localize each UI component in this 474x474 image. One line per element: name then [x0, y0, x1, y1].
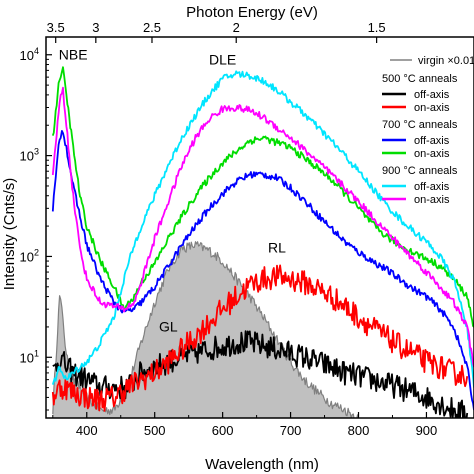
x-tick-label: 500: [144, 423, 166, 438]
y-tick-label: 103: [20, 147, 39, 164]
legend-virgin-label: virgin ×0.01: [418, 55, 474, 67]
x-axis-title: Wavelength (nm): [205, 456, 319, 473]
series-off500-line: [52, 330, 469, 418]
series-off700-line: [51, 130, 474, 411]
top-tick-label: 2.5: [143, 20, 161, 35]
top-tick-label: 3: [92, 20, 99, 35]
x-tick-label: 800: [348, 423, 370, 438]
annotation-layer: NBE DLE RL GL: [59, 46, 286, 334]
series-off900-line: [51, 70, 474, 388]
series-on700-line: [51, 66, 474, 328]
series-on900-line: [51, 86, 474, 368]
y-axis-title: Intensity (Cnts/s): [1, 178, 18, 291]
plot-area: [51, 66, 474, 418]
legend-entry-label: off-axis: [414, 89, 450, 101]
annotation-nbe: NBE: [59, 46, 88, 62]
legend-entry-label: on-axis: [414, 102, 450, 114]
plot-frame: [45, 36, 474, 419]
legend-entry-label: on-axis: [414, 148, 450, 160]
top-axis-title: Photon Energy (eV): [186, 4, 318, 21]
y-tick-label: 102: [20, 247, 39, 264]
y-tick-label: 101: [20, 348, 39, 365]
legend-entry-label: off-axis: [414, 181, 450, 193]
legend-group-title: 500 °C anneals: [382, 73, 458, 85]
top-tick-label: 2: [233, 20, 240, 35]
legend-group-title: 900 °C anneals: [382, 165, 458, 177]
x-tick-label: 600: [212, 423, 234, 438]
x-tick-label: 400: [76, 423, 98, 438]
axes: 400 500 600 700 800 900 3.5 3 2.5 2 1.5 101 102 103 10…: [20, 20, 474, 438]
annotation-dle: DLE: [209, 52, 236, 68]
series-virgin-line: [52, 241, 360, 418]
legend-group-title: 700 °C anneals: [382, 119, 458, 131]
y-tick-label: 104: [20, 46, 39, 63]
annotation-gl: GL: [159, 319, 178, 335]
x-tick-label: 700: [280, 423, 302, 438]
x-tick-label: 900: [416, 423, 438, 438]
series-on500-line: [51, 264, 469, 412]
top-tick-label: 3.5: [47, 20, 65, 35]
annotation-rl: RL: [268, 239, 286, 255]
legend-entry-label: on-axis: [414, 194, 450, 206]
legend-entry-label: off-axis: [414, 135, 450, 147]
top-tick-label: 1.5: [368, 20, 386, 35]
